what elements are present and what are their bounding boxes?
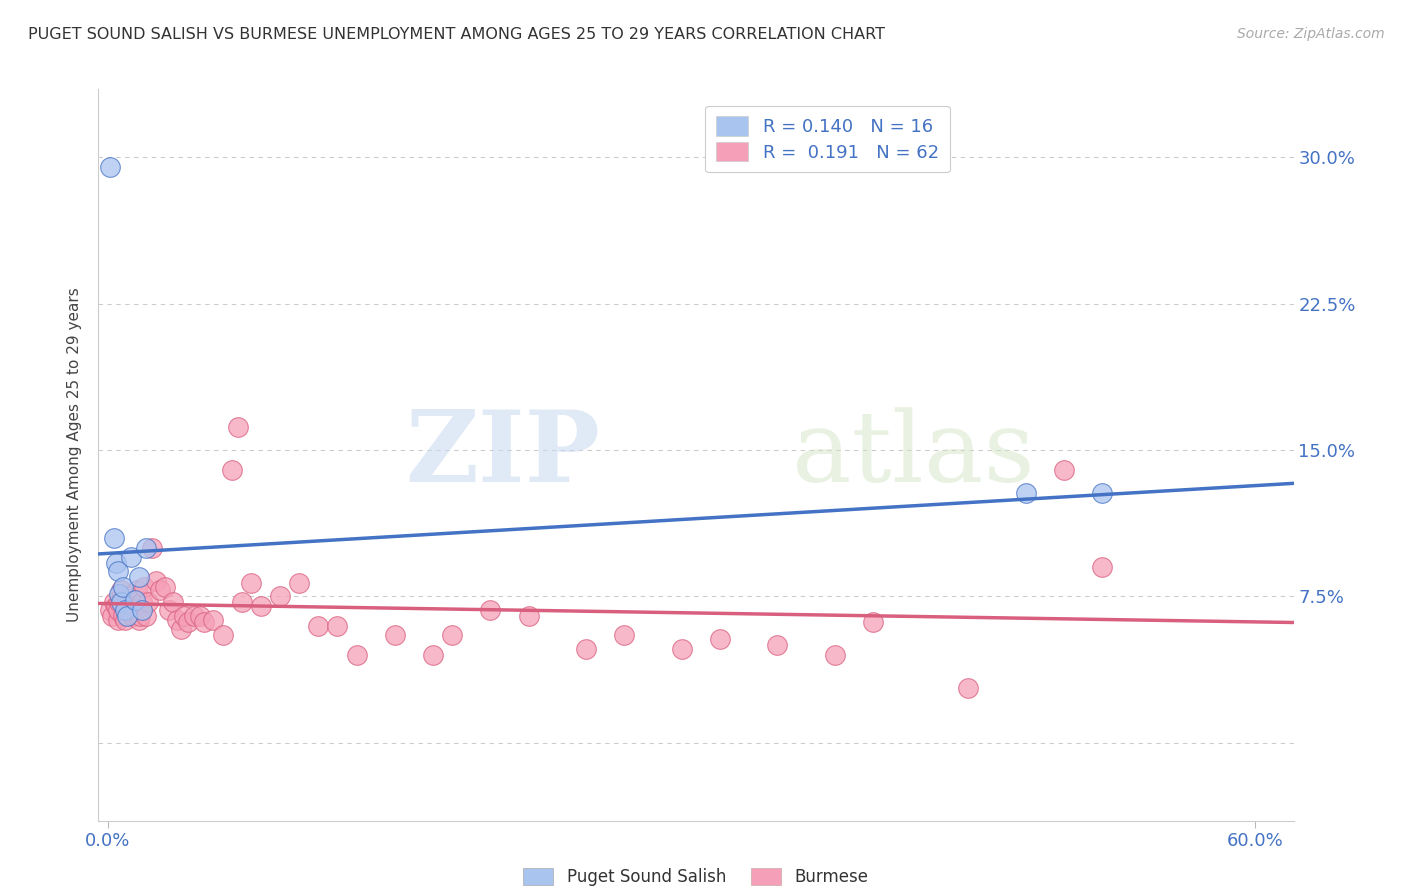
Point	[135, 608, 157, 623]
Point	[104, 599, 127, 613]
Point	[166, 613, 188, 627]
Point	[169, 623, 191, 637]
Point	[141, 541, 163, 555]
Point	[824, 648, 846, 662]
Point	[155, 580, 177, 594]
Point	[326, 618, 349, 632]
Point	[129, 608, 152, 623]
Point	[98, 603, 121, 617]
Point	[269, 590, 291, 604]
Point	[188, 608, 211, 623]
Point	[108, 587, 131, 601]
Point	[120, 550, 142, 565]
Point	[131, 595, 153, 609]
Point	[221, 462, 243, 476]
Point	[671, 642, 693, 657]
Point	[173, 608, 195, 623]
Point	[115, 590, 138, 604]
Point	[240, 575, 263, 590]
Point	[135, 541, 157, 555]
Point	[479, 603, 502, 617]
Point	[162, 595, 184, 609]
Point	[1053, 462, 1076, 476]
Point	[384, 628, 406, 642]
Point	[136, 595, 159, 609]
Legend: Puget Sound Salish, Burmese: Puget Sound Salish, Burmese	[517, 862, 875, 892]
Point	[1015, 486, 1038, 500]
Point	[104, 556, 127, 570]
Point	[1091, 486, 1114, 500]
Point	[157, 603, 180, 617]
Point	[114, 613, 136, 627]
Point	[98, 160, 121, 174]
Point	[124, 603, 146, 617]
Point	[128, 613, 150, 627]
Point	[288, 575, 311, 590]
Point	[118, 603, 141, 617]
Point	[107, 613, 129, 627]
Point	[957, 681, 980, 695]
Point	[145, 574, 167, 588]
Text: ZIP: ZIP	[405, 407, 600, 503]
Point	[211, 628, 233, 642]
Point	[346, 648, 368, 662]
Point	[177, 615, 200, 629]
Point	[575, 642, 598, 657]
Point	[250, 599, 273, 613]
Y-axis label: Unemployment Among Ages 25 to 29 years: Unemployment Among Ages 25 to 29 years	[67, 287, 83, 623]
Point	[766, 638, 789, 652]
Point	[107, 564, 129, 578]
Point	[114, 603, 136, 617]
Point	[709, 632, 731, 647]
Text: atlas: atlas	[792, 407, 1035, 503]
Point	[112, 580, 135, 594]
Point	[120, 599, 142, 613]
Point	[115, 608, 138, 623]
Point	[124, 593, 146, 607]
Point	[125, 583, 148, 598]
Point	[149, 583, 172, 598]
Point	[101, 608, 124, 623]
Point	[112, 608, 135, 623]
Point	[307, 618, 329, 632]
Point	[862, 615, 884, 629]
Point	[202, 613, 225, 627]
Point	[128, 570, 150, 584]
Point	[107, 603, 129, 617]
Point	[103, 595, 125, 609]
Point	[103, 531, 125, 545]
Point	[193, 615, 215, 629]
Text: Source: ZipAtlas.com: Source: ZipAtlas.com	[1237, 27, 1385, 41]
Point	[121, 608, 143, 623]
Point	[441, 628, 464, 642]
Point	[422, 648, 444, 662]
Point	[1091, 560, 1114, 574]
Point	[231, 595, 253, 609]
Point	[110, 595, 132, 609]
Text: PUGET SOUND SALISH VS BURMESE UNEMPLOYMENT AMONG AGES 25 TO 29 YEARS CORRELATION: PUGET SOUND SALISH VS BURMESE UNEMPLOYME…	[28, 27, 886, 42]
Point	[517, 608, 540, 623]
Point	[183, 608, 205, 623]
Point	[131, 603, 153, 617]
Point	[108, 595, 131, 609]
Point	[613, 628, 636, 642]
Point	[226, 419, 249, 434]
Point	[110, 583, 132, 598]
Point	[134, 580, 156, 594]
